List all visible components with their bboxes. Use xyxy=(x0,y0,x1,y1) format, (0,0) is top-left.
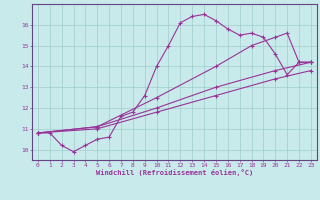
X-axis label: Windchill (Refroidissement éolien,°C): Windchill (Refroidissement éolien,°C) xyxy=(96,169,253,176)
